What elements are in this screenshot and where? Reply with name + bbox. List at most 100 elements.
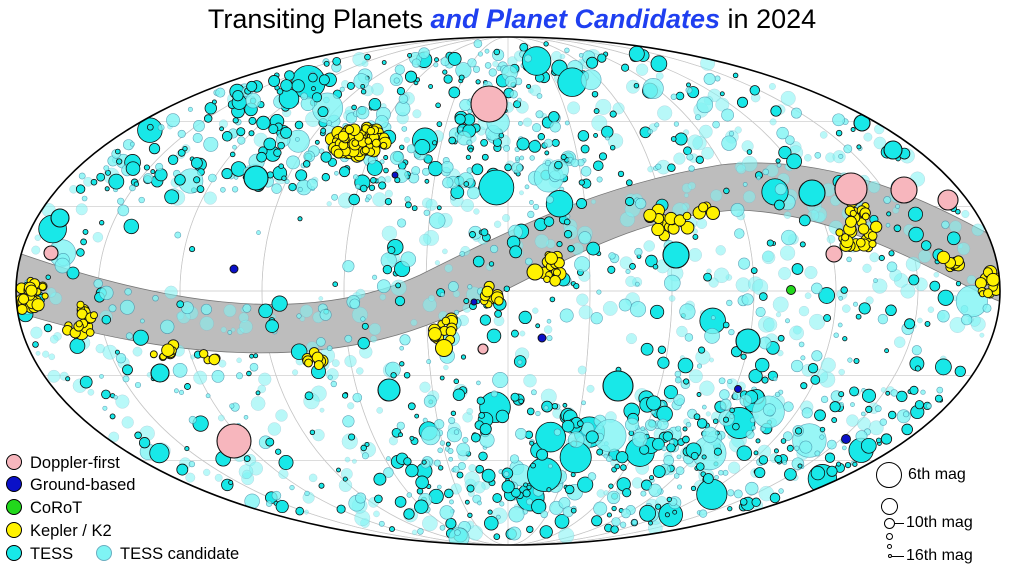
tess-candidate-point bbox=[591, 115, 608, 131]
tess-candidate-point bbox=[393, 77, 400, 84]
tess-candidate-point bbox=[543, 405, 549, 411]
tess-candidate-point bbox=[157, 124, 165, 131]
tess-point bbox=[519, 42, 529, 52]
tess-candidate-point bbox=[688, 369, 703, 384]
tess-candidate-point bbox=[42, 350, 50, 358]
tess-point bbox=[336, 467, 341, 473]
tess-candidate-point bbox=[490, 390, 498, 398]
mag-circle-8 bbox=[881, 498, 898, 515]
tess-candidate-point bbox=[846, 414, 859, 427]
tess-point bbox=[664, 512, 670, 518]
tess-point bbox=[810, 465, 826, 481]
tess-point bbox=[184, 446, 190, 452]
tess-point bbox=[403, 371, 411, 379]
tess-candidate-point bbox=[804, 292, 812, 300]
kepler-point bbox=[861, 212, 870, 221]
tess-point bbox=[561, 419, 575, 433]
tess-point bbox=[193, 176, 201, 184]
tess-point bbox=[770, 105, 782, 117]
tess-point bbox=[672, 509, 678, 515]
tess-point bbox=[493, 533, 501, 541]
ground-based-point bbox=[470, 298, 478, 306]
tess-point bbox=[537, 133, 545, 141]
tess-candidate-point bbox=[632, 431, 648, 448]
tess-point bbox=[908, 274, 920, 286]
tess-candidate-point bbox=[448, 417, 456, 425]
tess-point bbox=[829, 401, 841, 413]
tess-candidate-point bbox=[811, 350, 823, 362]
tess-point bbox=[278, 163, 284, 169]
tess-candidate-point bbox=[166, 113, 180, 128]
tess-candidate-point bbox=[132, 346, 143, 357]
tess-candidate-point bbox=[113, 394, 118, 400]
tess-point bbox=[880, 433, 893, 445]
tess-point bbox=[416, 487, 424, 495]
tess-candidate-point bbox=[804, 154, 812, 162]
tess-candidate-point bbox=[674, 370, 682, 378]
tess-point bbox=[373, 472, 387, 486]
tess-point bbox=[149, 443, 170, 464]
tess-candidate-point bbox=[826, 234, 836, 244]
tess-point bbox=[831, 417, 838, 424]
kepler-point bbox=[333, 148, 344, 159]
tess-candidate-point bbox=[920, 389, 926, 395]
tess-point bbox=[607, 265, 616, 274]
tess-point bbox=[148, 142, 161, 155]
tess-candidate-point bbox=[778, 267, 792, 280]
tess-point bbox=[448, 86, 461, 99]
tess-candidate-point bbox=[238, 319, 253, 334]
tess-candidate-point bbox=[178, 389, 185, 395]
tess-candidate-point bbox=[383, 467, 394, 478]
tess-candidate-point bbox=[355, 183, 361, 190]
tess-candidate-point bbox=[524, 54, 532, 63]
tess-point bbox=[246, 370, 252, 377]
doppler-first-point bbox=[890, 176, 918, 204]
legend-marker-corot bbox=[6, 499, 22, 515]
tess-point bbox=[177, 148, 186, 157]
tess-candidate-point bbox=[611, 517, 621, 527]
tess-point bbox=[43, 323, 53, 333]
tess-candidate-point bbox=[319, 407, 325, 413]
tess-point bbox=[115, 148, 121, 155]
tess-point bbox=[232, 117, 239, 124]
tess-candidate-point bbox=[982, 303, 992, 313]
tess-point bbox=[510, 392, 520, 402]
tess-candidate-point bbox=[657, 105, 673, 121]
tess-point bbox=[236, 127, 246, 137]
tess-candidate-point bbox=[900, 283, 916, 299]
tess-candidate-point bbox=[799, 440, 813, 454]
tess-point bbox=[311, 86, 316, 92]
tess-point bbox=[556, 241, 563, 248]
tess-candidate-point bbox=[644, 419, 657, 431]
tess-candidate-point bbox=[776, 126, 789, 140]
tess-point bbox=[184, 383, 191, 390]
tess-candidate-point bbox=[48, 353, 56, 361]
tess-candidate-point bbox=[477, 500, 482, 506]
tess-point bbox=[484, 515, 499, 531]
tess-candidate-point bbox=[174, 231, 182, 239]
tess-point bbox=[740, 353, 747, 360]
tess-candidate-point bbox=[971, 223, 985, 237]
tess-point bbox=[662, 241, 690, 269]
tess-point bbox=[246, 80, 258, 92]
ground-based-point bbox=[229, 264, 239, 274]
tess-point bbox=[395, 282, 401, 289]
tess-point bbox=[480, 138, 488, 147]
tess-candidate-point bbox=[376, 407, 384, 414]
tess-point bbox=[749, 85, 760, 96]
tess-candidate-point bbox=[895, 204, 900, 209]
tess-candidate-point bbox=[379, 159, 385, 165]
tess-point bbox=[495, 409, 510, 424]
tess-candidate-point bbox=[360, 316, 366, 322]
tess-point bbox=[189, 246, 196, 253]
mag-circle-14 bbox=[887, 544, 892, 549]
tess-candidate-point bbox=[300, 92, 308, 101]
kepler-point bbox=[428, 327, 442, 341]
tess-point bbox=[318, 482, 325, 489]
tess-candidate-point bbox=[683, 192, 689, 198]
tess-candidate-point bbox=[249, 362, 259, 372]
tess-point bbox=[946, 231, 961, 246]
tess-candidate-point bbox=[403, 136, 410, 143]
tess-point bbox=[411, 205, 418, 212]
tess-candidate-point bbox=[271, 183, 282, 194]
